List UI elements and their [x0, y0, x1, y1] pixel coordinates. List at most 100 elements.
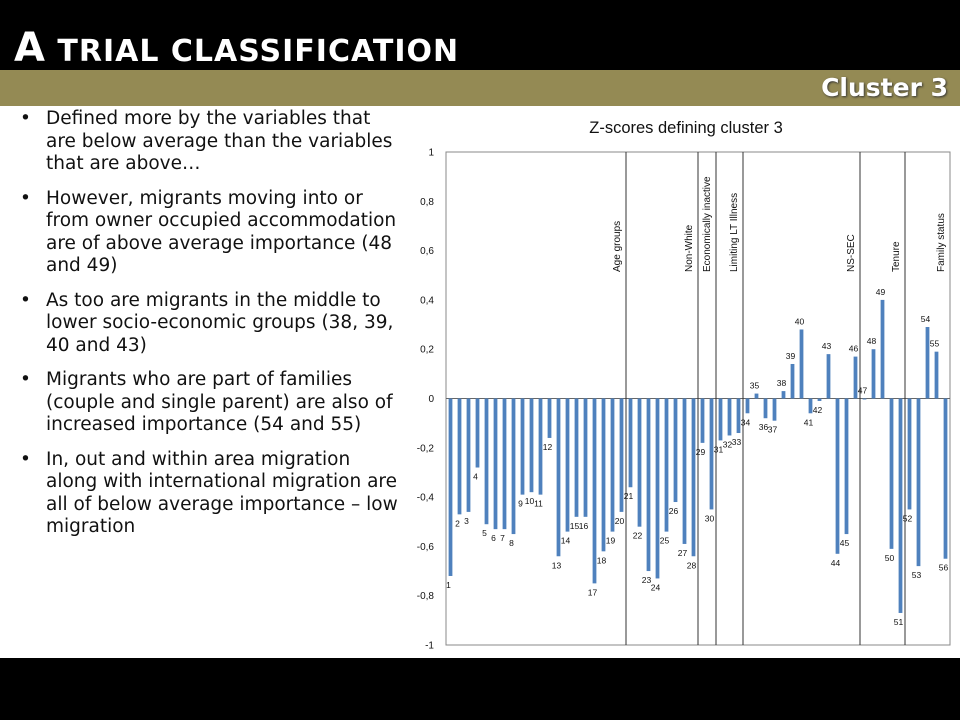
- bar: [475, 398, 480, 468]
- bar-data-label: 39: [786, 351, 796, 361]
- bar-data-label: 22: [633, 531, 643, 541]
- bar: [646, 398, 651, 572]
- bar: [655, 398, 660, 579]
- bar-data-label: 53: [912, 570, 922, 580]
- zscore-chart: Z-scores defining cluster 3 1 0,8 0,6 0,4 0,…: [417, 119, 951, 652]
- bullet-text: Migrants who are part of families (coupl…: [46, 369, 393, 435]
- chart-labels: Age groups Non-White Economically inactive…: [446, 176, 948, 627]
- bar-data-label: 13: [552, 560, 562, 570]
- bar-data-label: 49: [876, 287, 886, 297]
- bar: [826, 354, 831, 399]
- bar-data-label: 17: [588, 587, 598, 597]
- bar-data-label: 35: [750, 381, 760, 391]
- group-label: Limiting LT Illness: [729, 193, 740, 272]
- bar-data-label: 24: [651, 582, 661, 592]
- bar: [502, 398, 507, 530]
- bar-data-label: 10: [525, 496, 535, 506]
- bar-data-label: 41: [804, 417, 814, 427]
- bar-data-label: 44: [831, 558, 841, 568]
- bar-data-label: 26: [669, 506, 679, 516]
- bar-data-label: 5: [482, 528, 487, 538]
- bar-data-label: 45: [840, 538, 850, 548]
- bar-data-label: 19: [606, 536, 616, 546]
- bar-data-label: 25: [660, 536, 670, 546]
- bullet-dot-icon: •: [20, 108, 31, 129]
- bar: [880, 299, 885, 399]
- bullet-text: In, out and within area migration along …: [46, 448, 398, 538]
- group-label: Age groups: [612, 221, 623, 272]
- bar-data-label: 28: [687, 560, 697, 570]
- bar: [619, 398, 624, 512]
- bar-data-label: 42: [813, 405, 823, 415]
- y-tick-label: 0,8: [420, 197, 434, 208]
- bar-data-label: 46: [849, 344, 859, 354]
- bar: [529, 398, 534, 493]
- bar: [835, 398, 840, 554]
- bar-data-label: 21: [624, 491, 634, 501]
- bar: [871, 349, 876, 399]
- bar: [736, 398, 741, 434]
- bar-data-label: 4: [473, 472, 478, 482]
- bullet-text: Defined more by the variables that are b…: [46, 108, 393, 174]
- bar-data-label: 23: [642, 575, 652, 585]
- bullet-item: • In, out and within area migration along…: [0, 449, 408, 539]
- bar: [448, 398, 453, 576]
- bar-data-label: 27: [678, 548, 688, 558]
- bullet-list: • Defined more by the variables that are …: [0, 108, 408, 551]
- bar-data-label: 33: [732, 437, 742, 447]
- bar-data-label: 20: [615, 516, 625, 526]
- bar-data-label: 2: [455, 518, 460, 528]
- y-tick-label: -1: [425, 641, 434, 652]
- bar: [673, 398, 678, 503]
- bar: [763, 398, 768, 419]
- title-text: TRIAL CLASSIFICATION: [45, 34, 460, 69]
- group-label: Tenure: [891, 241, 902, 272]
- bar-data-label: 36: [759, 422, 769, 432]
- bar-data-label: 37: [768, 425, 778, 435]
- bar: [691, 398, 696, 557]
- bar: [889, 398, 894, 549]
- bar: [925, 327, 930, 399]
- bar-data-label: 43: [822, 341, 832, 351]
- bar-data-label: 6: [491, 533, 496, 543]
- bar: [556, 398, 561, 557]
- bar: [484, 398, 489, 525]
- bar-data-label: 32: [723, 439, 733, 449]
- y-tick-label: -0,4: [417, 493, 435, 504]
- bar: [844, 398, 849, 535]
- bar: [781, 391, 786, 399]
- bar: [466, 398, 471, 512]
- bar: [511, 398, 516, 535]
- bullet-dot-icon: •: [20, 187, 31, 209]
- bar: [538, 398, 543, 495]
- y-tick-label: -0,6: [417, 542, 435, 553]
- bar-data-label: 12: [543, 442, 553, 452]
- bar: [457, 398, 462, 515]
- bullet-dot-icon: •: [20, 289, 31, 311]
- bar: [700, 398, 705, 443]
- bullet-text: As too are migrants in the middle to low…: [46, 289, 394, 356]
- bar: [547, 398, 552, 438]
- y-tick-label: 1: [428, 148, 434, 159]
- bar: [745, 398, 750, 414]
- bar: [727, 398, 732, 436]
- bar: [574, 398, 579, 517]
- bar-data-label: 40: [795, 316, 805, 326]
- bar: [709, 398, 714, 510]
- bar: [934, 351, 939, 399]
- bullet-item: • Defined more by the variables that are …: [0, 108, 408, 176]
- bar-data-label: 29: [696, 447, 706, 457]
- group-label: NS-SEC: [846, 234, 857, 272]
- bar: [682, 398, 687, 544]
- title-first-letter: A: [14, 25, 46, 71]
- bar: [610, 398, 615, 532]
- bar-data-label: 16: [579, 521, 589, 531]
- bar: [592, 398, 597, 584]
- bar-data-label: 7: [500, 533, 505, 543]
- bar-data-label: 56: [939, 563, 949, 573]
- bar: [916, 398, 921, 567]
- bar-data-label: 51: [894, 617, 904, 627]
- group-label: Family status: [936, 213, 947, 272]
- y-tick-label: 0,2: [420, 345, 434, 356]
